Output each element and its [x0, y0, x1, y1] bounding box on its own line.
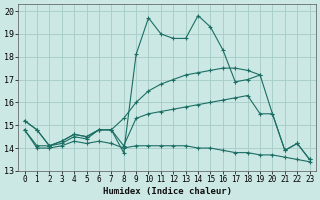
X-axis label: Humidex (Indice chaleur): Humidex (Indice chaleur) [103, 187, 232, 196]
